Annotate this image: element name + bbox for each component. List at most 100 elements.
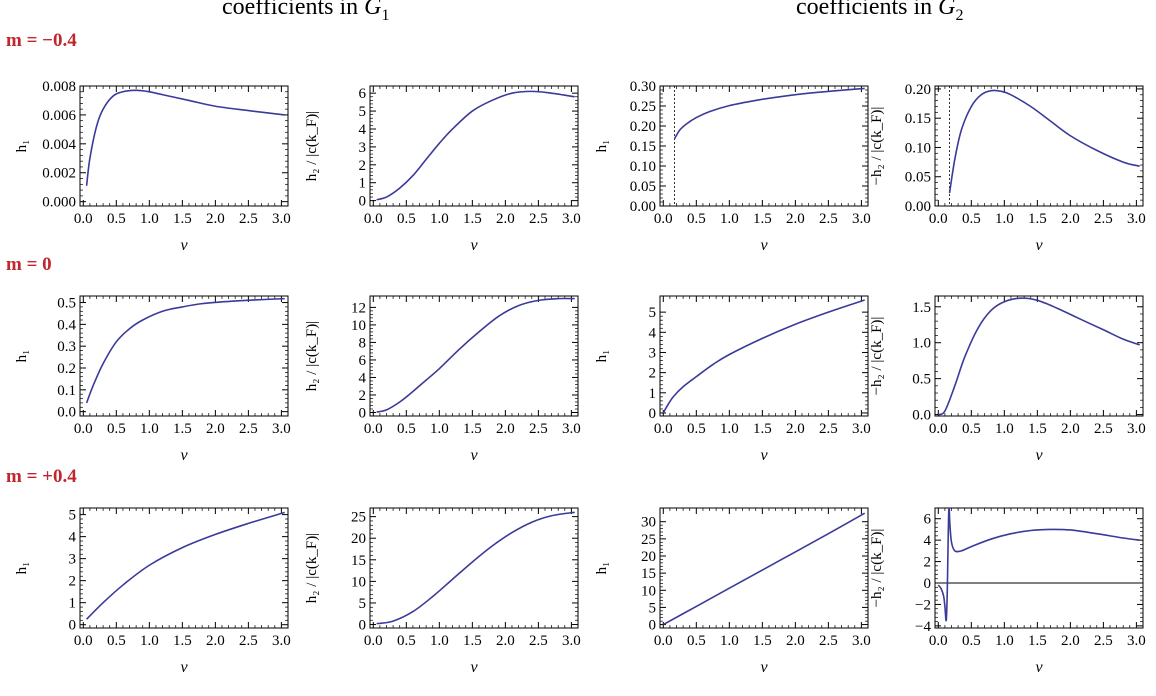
y-tick-label: 0.0 — [912, 408, 931, 424]
y-tick-label: 10 — [351, 574, 366, 590]
series-line — [85, 297, 285, 404]
x-axis-label: ν — [180, 659, 188, 676]
series-line — [673, 87, 865, 140]
y-tick-label: 4 — [69, 530, 77, 546]
x-tick-label: 3.0 — [562, 421, 581, 437]
y-tick-label: 10 — [641, 583, 656, 599]
x-tick-label: 2.0 — [786, 633, 805, 649]
y-tick-label: 2 — [69, 574, 77, 590]
x-tick-label: 1.5 — [463, 211, 482, 227]
y-tick-label: 3 — [359, 140, 367, 156]
y-axis-label: h₂ / |c(k_F)| — [304, 111, 320, 181]
x-tick-label: 2.0 — [206, 421, 225, 437]
y-axis-label: h₂ / |c(k_F)| — [304, 321, 320, 391]
x-axis-label: ν — [1035, 237, 1043, 254]
y-tick-label: 25 — [351, 510, 366, 526]
x-tick-label: 3.0 — [272, 211, 291, 227]
plot-r0-c2: 0.0 0.5 1.0 1.5 2.0 2.5 3.0 0.00 0.05 0.10 0.15 0.2… — [594, 79, 871, 254]
plot-frame — [79, 85, 289, 207]
x-tick-label: 2.5 — [819, 211, 838, 227]
x-tick-label: 3.0 — [852, 211, 871, 227]
x-tick-label: 0.0 — [654, 421, 673, 437]
x-tick-label: 1.0 — [995, 633, 1014, 649]
x-axis-label: ν — [470, 447, 478, 464]
x-tick-label: 1.5 — [753, 633, 772, 649]
plot-r2-c1: 0.0 0.5 1.0 1.5 2.0 2.5 3.0 0 5 10 15 20 25 ν h₂ / |c(… — [304, 507, 581, 676]
x-tick-label: 0.5 — [687, 633, 706, 649]
x-tick-label: 1.5 — [1028, 211, 1047, 227]
y-tick-label: 0 — [359, 405, 367, 421]
x-tick-label: 1.0 — [430, 633, 449, 649]
series-line — [937, 297, 1140, 416]
x-tick-label: 2.0 — [1061, 211, 1080, 227]
plot-r0-c0: 0.0 0.5 1.0 1.5 2.0 2.5 3.0 0.000 0.002 0.004 0.00… — [14, 79, 291, 254]
x-tick-label: 2.0 — [1061, 633, 1080, 649]
x-tick-label: 2.5 — [239, 633, 258, 649]
x-axis-label: ν — [180, 237, 188, 254]
x-tick-label: 0.5 — [397, 211, 416, 227]
x-tick-label: 1.5 — [173, 421, 192, 437]
y-tick-label: −2 — [915, 597, 931, 613]
x-tick-label: 0.5 — [962, 421, 981, 437]
y-tick-label: 12 — [351, 300, 366, 316]
plot-frame — [369, 85, 579, 207]
x-tick-label: 3.0 — [1127, 211, 1146, 227]
x-tick-label: 2.5 — [819, 421, 838, 437]
x-tick-label: 3.0 — [562, 633, 581, 649]
x-axis-label: ν — [1035, 447, 1043, 464]
x-tick-label: 1.5 — [1028, 421, 1047, 437]
x-tick-label: 0.5 — [107, 211, 126, 227]
x-tick-label: 2.0 — [786, 421, 805, 437]
x-tick-label: 2.5 — [529, 421, 548, 437]
x-axis-label: ν — [180, 447, 188, 464]
header-g2-var: G — [938, 0, 956, 20]
x-tick-label: 1.0 — [430, 421, 449, 437]
y-tick-label: 20 — [641, 549, 656, 565]
series-line — [662, 512, 866, 626]
x-tick-label: 0.0 — [364, 421, 383, 437]
x-tick-label: 1.5 — [173, 633, 192, 649]
y-tick-label: 1 — [359, 176, 367, 192]
x-tick-label: 1.5 — [753, 211, 772, 227]
row-label-m-zero: m = 0 — [6, 254, 52, 275]
header-g1-text: coefficients in — [222, 0, 365, 20]
y-tick-label: 2 — [924, 555, 932, 571]
y-tick-label: 4 — [359, 122, 367, 138]
y-axis-label: −h₂ / |c(k_F)| — [869, 107, 885, 186]
x-axis-label: ν — [760, 237, 768, 254]
header-g1: coefficients in G1 — [222, 0, 390, 25]
x-tick-label: 2.0 — [1061, 421, 1080, 437]
x-tick-label: 3.0 — [562, 211, 581, 227]
y-tick-label: 0.3 — [57, 339, 76, 355]
plot-frame — [934, 295, 1144, 417]
x-tick-label: 0.5 — [397, 633, 416, 649]
x-axis-label: ν — [470, 237, 478, 254]
plot-frame — [79, 295, 289, 417]
y-tick-label: 0.006 — [42, 108, 76, 124]
x-tick-label: 0.5 — [397, 421, 416, 437]
x-tick-label: 0.0 — [929, 421, 948, 437]
y-tick-label: 0.10 — [630, 159, 656, 175]
y-tick-label: 20 — [351, 531, 366, 547]
x-tick-label: 1.0 — [995, 421, 1014, 437]
x-tick-label: 0.5 — [962, 211, 981, 227]
row-label-m-neg: m = −0.4 — [6, 30, 77, 51]
series-line — [937, 508, 1140, 622]
x-tick-label: 0.0 — [364, 633, 383, 649]
x-tick-label: 2.5 — [529, 633, 548, 649]
y-tick-label: 0.05 — [905, 170, 931, 186]
y-tick-label: 0 — [359, 194, 367, 210]
y-axis-label: h₁ — [594, 350, 610, 363]
x-tick-label: 3.0 — [1127, 633, 1146, 649]
y-tick-label: 0.00 — [630, 199, 656, 215]
y-tick-label: 0.00 — [905, 199, 931, 215]
series-line — [376, 297, 575, 413]
x-tick-label: 1.0 — [995, 211, 1014, 227]
y-tick-label: 3 — [69, 552, 77, 568]
plot-frame — [659, 507, 869, 629]
x-tick-label: 0.5 — [687, 211, 706, 227]
x-tick-label: 1.0 — [430, 211, 449, 227]
row-label-m-pos: m = +0.4 — [6, 466, 77, 487]
y-tick-label: 5 — [359, 596, 367, 612]
y-axis-label: h₁ — [14, 350, 30, 363]
